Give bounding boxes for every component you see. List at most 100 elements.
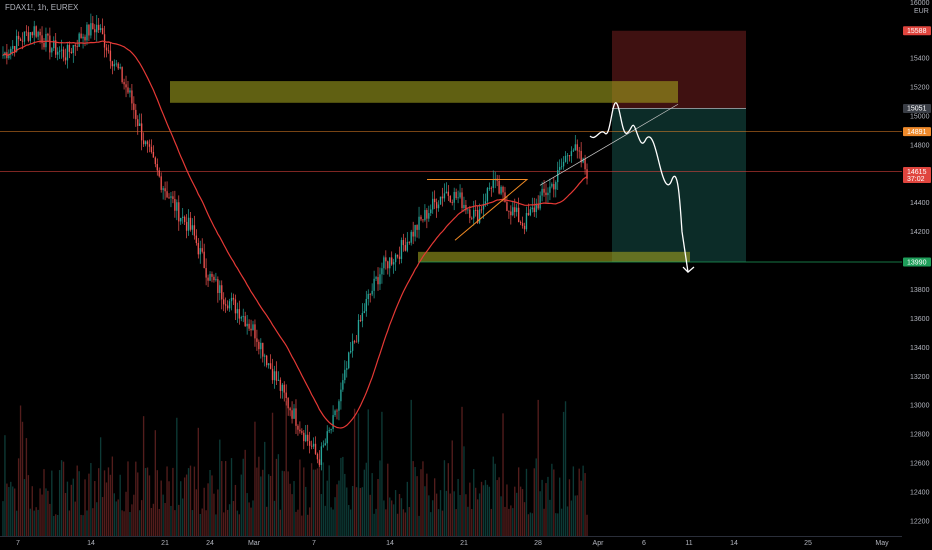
candle-body [137,119,139,126]
time-tick-label: 14 [730,540,738,547]
volume-bar [342,456,344,536]
candle-body [392,262,395,265]
candle-body [562,161,565,167]
candle-body [78,33,80,47]
candle-body [140,123,143,141]
volume-bar [523,502,526,536]
candle-body [287,398,289,409]
volume-bar [529,512,532,536]
volume-bar [15,510,18,536]
volume-bar [490,508,492,536]
volume-bar [533,468,535,536]
candle-body [492,180,494,188]
candle-body [64,57,67,61]
candle-body [285,392,287,399]
candle-body [310,445,313,447]
candle-body [471,217,473,219]
candle-body [148,144,151,147]
volume-bar [447,463,450,536]
candle-body [449,195,451,203]
candle-body [203,251,205,269]
candle-body [553,184,555,190]
price-axis[interactable]: 1560015400152001500014800144001420013800… [903,0,932,550]
candle-body [160,176,162,190]
candle-body [70,51,73,53]
candle-body [498,180,500,194]
price-tick-label: 13000 [910,403,930,410]
candle-body [435,202,438,209]
candle-body [297,425,299,430]
candle-body [549,186,551,193]
candle-body [447,191,450,196]
candle-body [514,207,516,212]
price-tick-label: 16000 [910,0,930,7]
candle-body [353,341,356,343]
volume-bar [43,469,45,536]
volume-bar [154,430,157,536]
time-tick-label: Apr [593,540,605,547]
volume-bar [62,461,65,536]
candle-body [279,379,282,391]
candle-body [98,24,100,31]
volume-bar [330,507,332,536]
volume-bar [19,405,22,536]
volume-bar [90,463,92,536]
volume-bar [301,515,303,536]
volume-bar [127,461,129,536]
volume-bar [226,509,229,536]
volume-bar [391,500,393,536]
candle-body [334,410,336,416]
candle-body [400,240,403,259]
candle-body [269,363,272,369]
candle-body [53,40,55,49]
candle-body [164,188,166,192]
candle-body [183,216,186,222]
volume-bar [203,487,205,536]
volume-bar [336,484,338,536]
volume-bar [308,507,311,536]
volume-bar [406,481,408,536]
candle-body [45,33,47,48]
volume-bar [312,469,315,536]
volume-bar [517,467,520,536]
candle-body [295,408,297,426]
candle-body [488,187,491,189]
candle-body [23,31,26,42]
volume-bar [23,479,26,536]
volume-bar [182,498,184,536]
volume-bar [254,421,256,536]
volume-bar [264,441,266,536]
candle-body [387,261,389,269]
volume-bar [574,495,576,536]
time-tick-label: 7 [312,540,316,547]
volume-bar [78,471,80,536]
candle-body [27,32,30,41]
time-axis[interactable]: 7 14 21 24 Mar 7 14 21 28 Apr 6 11 14 25 May [0,536,902,548]
volume-bar [295,511,297,536]
volume-bar [408,507,410,536]
candle-body [240,317,242,319]
volume-bar [164,502,166,536]
candle-body [408,241,410,243]
ma-line [2,40,588,429]
candle-body [328,430,330,432]
volume-bar [416,476,418,536]
candle-body [62,49,65,58]
candle-body [574,144,576,151]
volume-bar [88,473,90,536]
candle-body [15,35,18,52]
candle-body [199,248,201,255]
volume-bar [471,509,473,536]
candle-body [125,84,127,88]
volume-bar [142,416,145,536]
volume-bar [76,465,78,536]
candle-body [560,166,563,168]
volume-bar [58,470,61,536]
price-tick-label: 15400 [910,55,930,62]
candle-body [281,384,283,391]
volume-bar [183,477,186,536]
candle-body [418,216,420,230]
volume-bar [267,474,270,536]
candle-body [127,87,129,93]
